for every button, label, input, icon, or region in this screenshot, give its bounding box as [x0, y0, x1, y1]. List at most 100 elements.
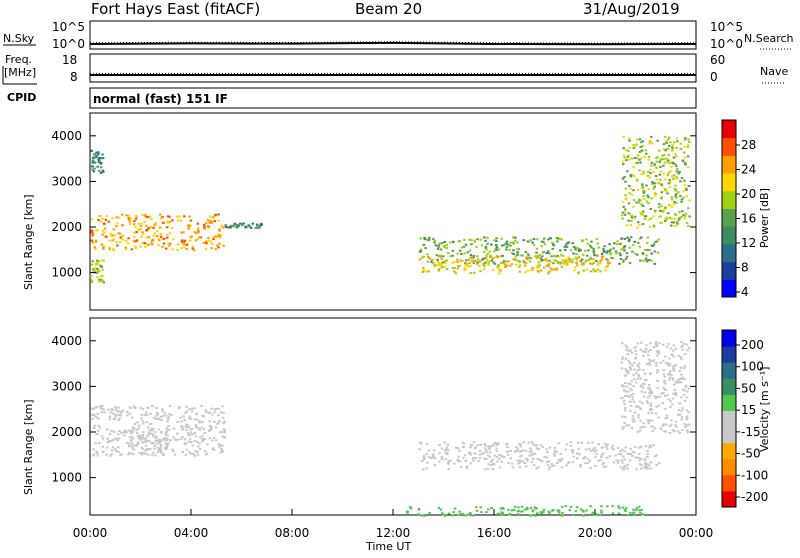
echo-cell [482, 257, 486, 260]
echo-cell [418, 448, 421, 451]
echo-cell [684, 384, 688, 387]
echo-cell [661, 402, 665, 405]
echo-cell [668, 136, 671, 139]
echo-cell [558, 255, 561, 258]
echo-cell [650, 161, 654, 164]
echo-cell [529, 257, 532, 260]
echo-cell [628, 395, 631, 398]
echo-cell [110, 407, 114, 410]
echo-cell [637, 416, 640, 419]
echo-cell [439, 248, 443, 251]
echo-cell [639, 157, 643, 160]
echo-cell [212, 238, 215, 241]
echo-cell [147, 228, 150, 231]
echo-cell [126, 441, 129, 444]
echo-cell [93, 161, 97, 164]
echo-cell [102, 246, 105, 249]
echo-cell [580, 258, 584, 261]
echo-cell [621, 396, 624, 399]
echo-cell [186, 423, 189, 426]
echo-cell [667, 161, 671, 164]
echo-cell [183, 443, 187, 446]
echo-cell [683, 217, 686, 220]
echo-cell [240, 224, 244, 227]
echo-cell [172, 450, 175, 453]
echo-cell [544, 257, 548, 260]
echo-cell [128, 451, 131, 454]
echo-cell [509, 244, 512, 247]
echo-cell [619, 242, 623, 245]
echo-cell [586, 462, 590, 465]
echo-cell [634, 456, 637, 459]
echo-cell [644, 149, 648, 152]
echo-cell [547, 510, 551, 513]
echo-cell [631, 454, 634, 457]
echo-cell [475, 255, 479, 258]
echo-cell [564, 505, 568, 508]
echo-cell [417, 513, 420, 516]
echo-cell [184, 425, 188, 428]
echo-cell [640, 426, 644, 429]
echo-cell [236, 225, 240, 228]
echo-cell [587, 441, 590, 444]
echo-cell [624, 374, 627, 377]
echo-cell [556, 509, 559, 512]
echo-cell [209, 240, 213, 243]
echo-cell [634, 357, 637, 360]
echo-cell [124, 248, 128, 251]
echo-cell [150, 454, 154, 457]
echo-cell [129, 430, 132, 433]
echo-cell [673, 217, 677, 220]
echo-cell [95, 229, 98, 232]
echo-cell [667, 182, 671, 185]
echo-cell [681, 388, 685, 391]
echo-cell [500, 511, 503, 514]
echo-cell [628, 262, 632, 265]
echo-cell [183, 438, 186, 441]
echo-cell [147, 448, 151, 451]
echo-cell [482, 451, 486, 454]
echo-cell [636, 161, 639, 164]
echo-cell [586, 457, 589, 460]
echo-cell [499, 454, 502, 457]
echo-cell [97, 417, 100, 420]
echo-cell [185, 243, 188, 246]
echo-cell [528, 454, 531, 457]
echo-cell [483, 267, 486, 270]
echo-cell [594, 270, 597, 273]
echo-cell [538, 264, 541, 267]
echo-cell [422, 455, 426, 458]
echo-cell [622, 259, 625, 262]
echo-cell [108, 433, 112, 436]
echo-cell [654, 455, 657, 458]
echo-cell [93, 246, 96, 249]
echo-cell [571, 513, 575, 516]
echo-cell [172, 427, 176, 430]
echo-cell [208, 424, 212, 427]
echo-cell [571, 258, 575, 261]
echo-cell [619, 453, 623, 456]
echo-cell [454, 272, 458, 275]
echo-cell [622, 399, 626, 402]
echo-cell [447, 448, 450, 451]
echo-cell [618, 252, 622, 255]
echo-cell [646, 194, 649, 197]
echo-cell [483, 264, 486, 267]
echo-cell [95, 154, 98, 157]
echo-cell [674, 381, 677, 384]
echo-cell [216, 244, 219, 247]
echo-cell [647, 362, 651, 365]
echo-cell [632, 511, 636, 514]
velocity-ylabel: Slant Range [km] [22, 399, 35, 495]
echo-cell [535, 257, 539, 260]
echo-cell [600, 509, 603, 512]
velocity-cbar-tick-label: -15 [741, 425, 761, 439]
echo-cell [186, 432, 190, 435]
echo-cell [440, 242, 444, 245]
echo-cell [681, 348, 684, 351]
echo-cell [553, 268, 556, 271]
echo-cell [687, 411, 690, 414]
echo-cell [619, 258, 623, 261]
echo-cell [608, 243, 611, 246]
echo-cell [451, 249, 454, 252]
